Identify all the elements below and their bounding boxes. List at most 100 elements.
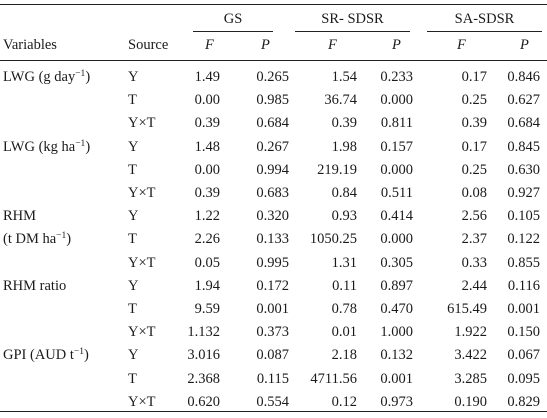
group-header-gs: GS [223,11,243,27]
gs-f-cell: 3.016 [187,347,220,363]
sa-f-cell: 0.190 [454,394,487,410]
sr-p-cell: 0.132 [380,347,413,363]
sa-p-cell: 0.845 [507,139,540,155]
group-header-sa-sdsr: SA-SDSR [454,11,515,27]
sa-f-cell: 3.422 [454,347,487,363]
sr-p-cell: 0.414 [380,208,413,224]
sr-p-cell: 0.001 [380,371,413,387]
sr-f-cell: 219.19 [317,162,357,178]
variable-cell: (t DM ha−1) [3,230,71,248]
header-rule [0,60,547,61]
variable-unit-exponent: −1 [73,347,84,357]
sr-f-cell: 0.12 [331,394,357,410]
variable-unit-exponent: −1 [56,231,67,241]
variable-label-tail: ) [84,347,89,363]
gs-f-cell: 9.59 [194,301,220,317]
gs-f-cell: 1.132 [187,324,220,340]
variable-cell: LWG (g day−1) [3,68,90,86]
sr-f-cell: 2.18 [331,347,357,363]
sr-f-cell: 36.74 [324,92,357,108]
gs-p-cell: 0.087 [256,347,289,363]
gs-p-cell: 0.373 [256,324,289,340]
source-cell: T [128,301,137,317]
sa-f-cell: 3.285 [454,371,487,387]
sa-p-cell: 0.105 [507,208,540,224]
sa-f-cell: 2.56 [461,208,487,224]
gs-f-cell: 0.00 [194,162,220,178]
sr-f-cell: 0.11 [332,278,357,294]
group-rule-sa-sdsr [427,31,542,32]
source-cell: Y×T [128,185,156,201]
sa-f-cell: 0.33 [461,255,487,271]
gs-p-cell: 0.172 [256,278,289,294]
sa-f-cell: 0.39 [461,115,487,131]
variable-unit-exponent: −1 [75,69,86,79]
sr-p-cell: 0.233 [380,69,413,85]
gs-f-cell: 0.05 [194,255,220,271]
sr-p-cell: 0.470 [380,301,413,317]
source-cell: Y×T [128,324,156,340]
variable-label-tail: ) [85,139,91,155]
gs-p-cell: 0.684 [256,115,289,131]
sa-p-cell: 0.067 [507,347,540,363]
sr-p-cell: 0.305 [380,255,413,271]
column-header-sr-f: F [328,37,337,53]
sa-f-cell: 0.17 [461,139,487,155]
variable-label: LWG (g day [3,69,76,85]
gs-p-cell: 0.985 [256,92,289,108]
sr-f-cell: 1.98 [331,139,357,155]
sa-p-cell: 0.630 [507,162,540,178]
top-rule [0,4,547,5]
variable-cell: RHM [3,207,36,225]
source-cell: Y×T [128,255,156,271]
sa-f-cell: 1.922 [454,324,487,340]
sa-f-cell: 615.49 [447,301,487,317]
gs-p-cell: 0.267 [256,139,289,155]
sr-p-cell: 0.511 [380,185,413,201]
sa-p-cell: 0.116 [507,278,540,294]
sr-p-cell: 0.157 [380,139,413,155]
gs-f-cell: 1.94 [194,278,220,294]
sa-p-cell: 0.122 [507,231,540,247]
sr-p-cell: 0.897 [380,278,413,294]
column-header-sa-p: P [520,37,529,53]
sr-p-cell: 0.000 [380,92,413,108]
gs-p-cell: 0.995 [256,255,289,271]
bottom-rule [0,411,547,412]
variable-label: LWG (kg ha [3,139,76,155]
group-rule-gs [193,31,273,32]
sr-p-cell: 0.000 [380,231,413,247]
gs-p-cell: 0.683 [256,185,289,201]
variable-unit-exponent: −1 [75,139,86,149]
gs-f-cell: 0.39 [194,185,220,201]
gs-f-cell: 1.49 [194,69,220,85]
variable-label: RHM [3,208,37,224]
gs-p-cell: 0.320 [256,208,289,224]
sa-p-cell: 0.829 [507,394,540,410]
sa-f-cell: 0.25 [461,162,487,178]
sr-p-cell: 0.000 [380,162,413,178]
source-cell: Y [128,69,139,85]
source-cell: T [128,371,137,387]
source-cell: T [128,92,137,108]
gs-f-cell: 0.00 [194,92,220,108]
source-cell: Y [128,347,139,363]
source-cell: T [128,162,137,178]
gs-f-cell: 1.48 [194,139,220,155]
source-cell: Y [128,278,139,294]
column-header-gs-f: F [205,37,214,53]
sr-f-cell: 0.78 [331,301,357,317]
sa-f-cell: 2.37 [461,231,487,247]
sr-f-cell: 4711.56 [310,371,357,387]
group-rule-sr-sdsr [295,31,410,32]
sa-p-cell: 0.150 [507,324,540,340]
sa-f-cell: 2.44 [461,278,487,294]
sa-f-cell: 0.08 [461,185,487,201]
sr-p-cell: 1.000 [380,324,413,340]
sr-p-cell: 0.811 [380,115,413,131]
gs-f-cell: 0.39 [194,115,220,131]
sa-p-cell: 0.684 [507,115,540,131]
column-header-sr-p: P [392,37,401,53]
source-cell: Y [128,208,139,224]
